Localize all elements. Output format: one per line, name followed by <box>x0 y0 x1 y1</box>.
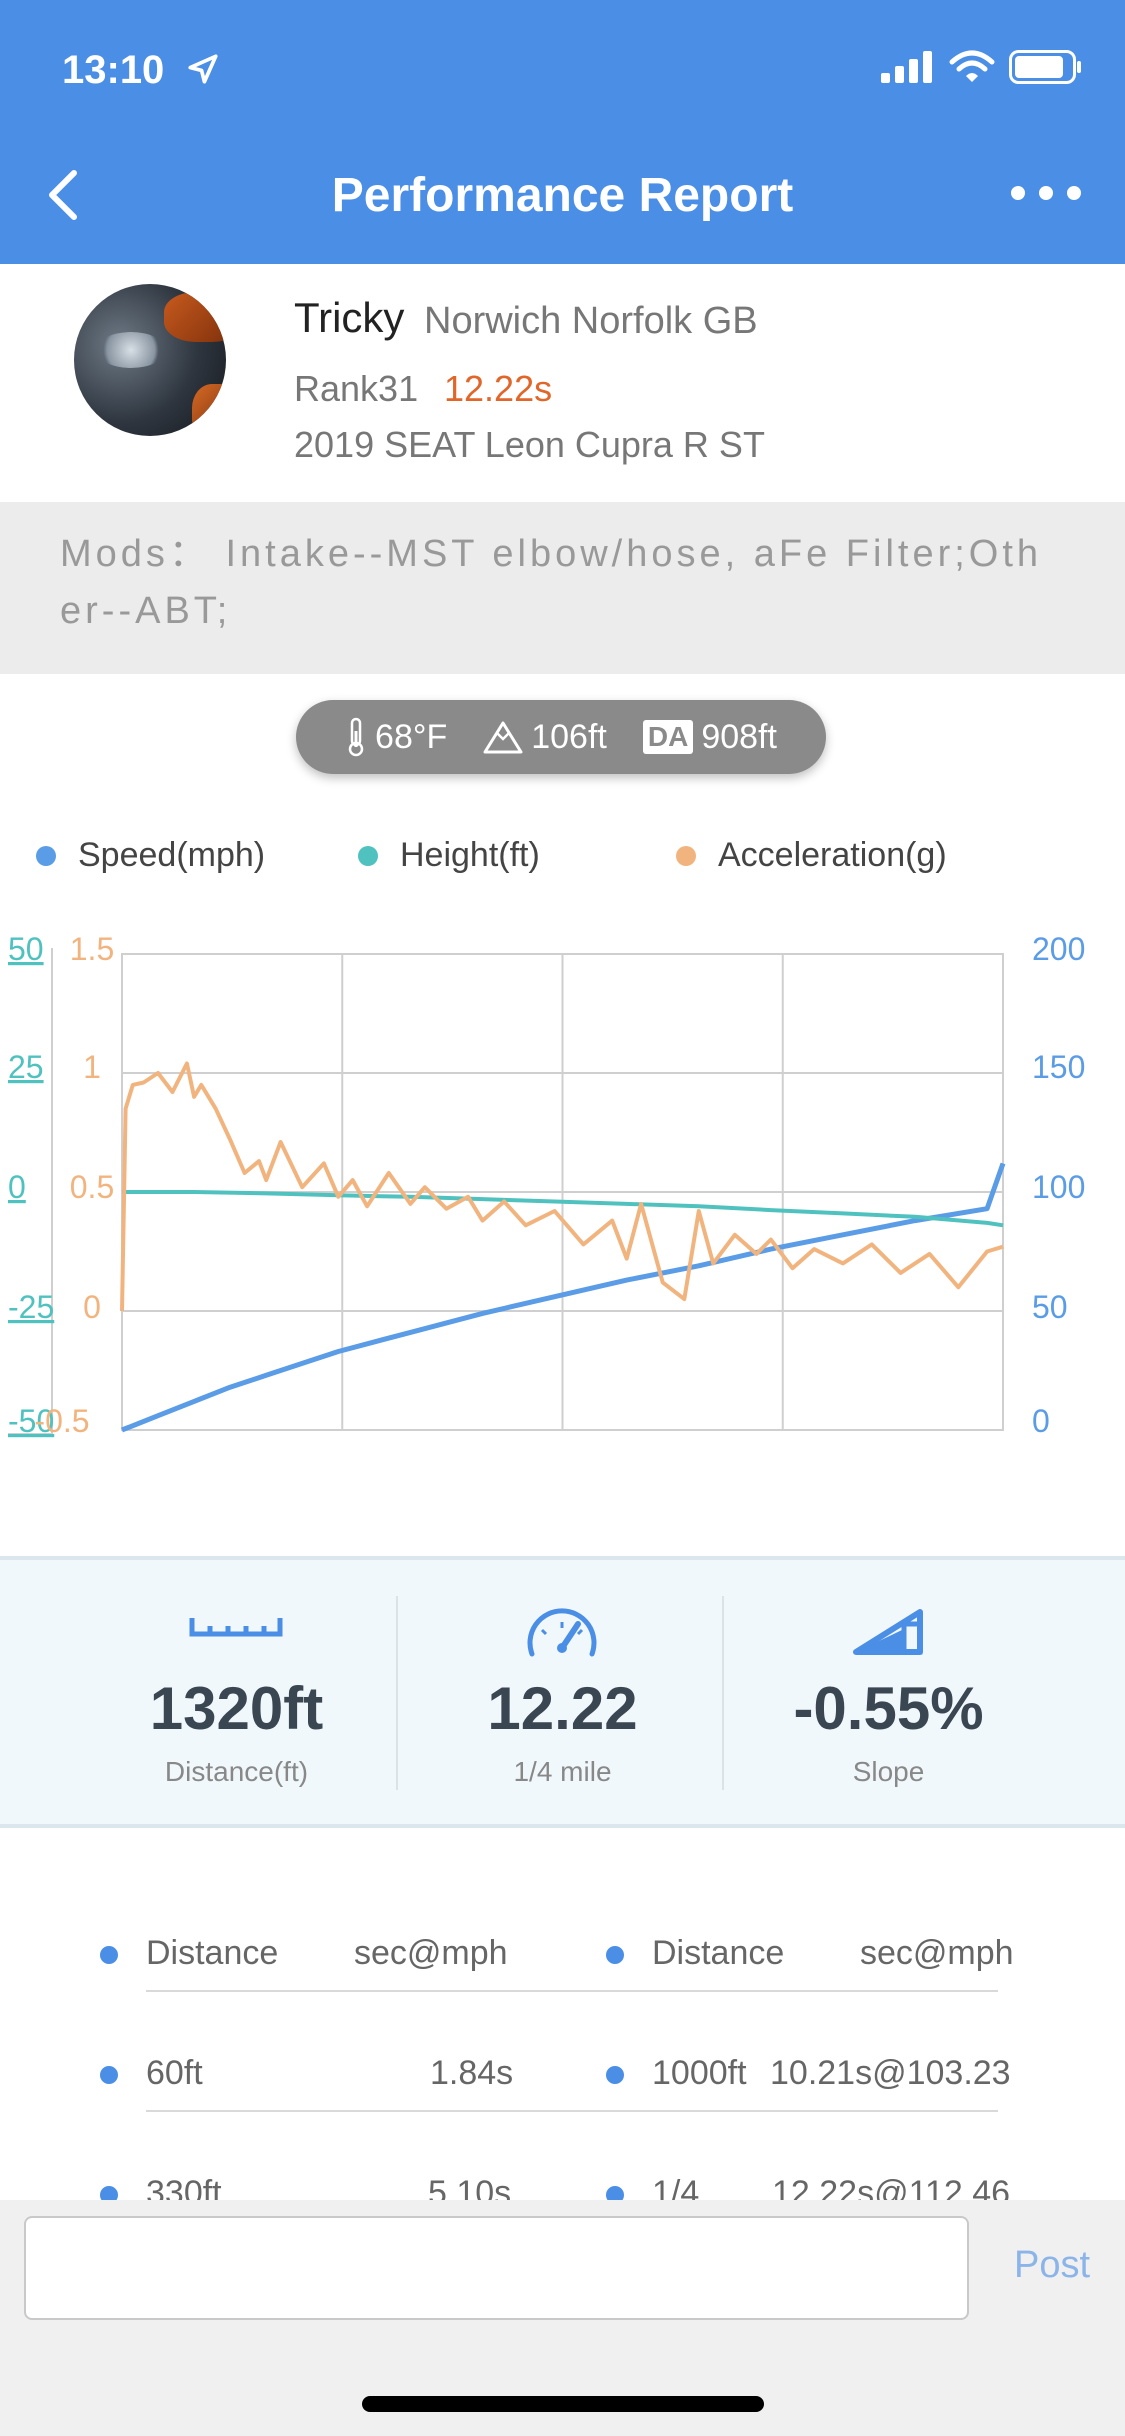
ruler-icon <box>189 1618 283 1637</box>
legend-label: Acceleration(g) <box>718 836 947 874</box>
legend-item-height[interactable]: Height(ft) <box>358 836 540 875</box>
wifi-icon <box>949 50 995 82</box>
table-header: Distance sec@mph Distance sec@mph <box>0 1924 1125 1984</box>
status-time: 13:10 <box>62 48 165 92</box>
axis-tick-label: 200 <box>1032 931 1085 967</box>
axis-tick-label: -25 <box>8 1289 54 1325</box>
user-rank: Rank31 <box>294 368 419 409</box>
post-button[interactable]: Post <box>1014 2244 1091 2286</box>
bullet-icon <box>606 1946 624 1964</box>
header-distance: Distance <box>652 1934 785 1972</box>
bullet-icon <box>606 2066 624 2084</box>
legend-label: Speed(mph) <box>78 836 266 874</box>
speed-line <box>121 1162 1006 1433</box>
split-distance: 60ft <box>146 2054 203 2092</box>
legend-dot <box>36 845 56 866</box>
splits-table: Distance sec@mph Distance sec@mph 60ft 1… <box>0 1828 1125 2200</box>
bullet-icon <box>100 2066 118 2084</box>
signal-icon <box>881 51 932 83</box>
split-distance: 330ft <box>146 2174 222 2200</box>
stat-slope: -0.55% Slope <box>726 1560 1051 1828</box>
chart-legend: Speed(mph) Height(ft) Acceleration(g) <box>0 836 1125 876</box>
avatar[interactable] <box>74 284 226 436</box>
more-options-button[interactable] <box>1011 186 1081 200</box>
stat-label: 1/4 mile <box>513 1756 612 1787</box>
comment-composer: Post <box>0 2200 1125 2436</box>
stat-label: Distance(ft) <box>164 1756 309 1787</box>
home-indicator[interactable] <box>362 2396 764 2412</box>
split-time: 10.21s@103.23 <box>770 2054 1011 2092</box>
axis-tick-label: 100 <box>1032 1169 1085 1205</box>
mods-text: Mods： Intake--MST elbow/hose, aFe Filter… <box>0 502 1125 674</box>
stat-distance: 1320ft Distance(ft) <box>74 1560 399 1828</box>
car-model: 2019 SEAT Leon Cupra R ST <box>294 424 765 465</box>
speedometer-icon <box>527 1608 597 1657</box>
battery-icon <box>1009 50 1081 84</box>
stats-panel: 1320ft Distance(ft) 12.22 1/4 mile -0.55… <box>0 1556 1125 1828</box>
altitude-value: 106ft <box>531 717 607 756</box>
stat-label: Slope <box>852 1756 925 1787</box>
slope-icon <box>853 1609 923 1655</box>
run-time: 12.22s <box>444 368 553 409</box>
split-distance: 1000ft <box>652 2054 747 2092</box>
split-time: 12.22s@112.46 <box>772 2174 1011 2200</box>
stat-quarter-mile: 12.22 1/4 mile <box>400 1560 725 1828</box>
axis-tick-label: 25 <box>8 1049 44 1085</box>
user-location: Norwich Norfolk GB <box>424 300 758 342</box>
legend-item-acceleration[interactable]: Acceleration(g) <box>676 836 947 875</box>
axis-tick-label: 0 <box>1032 1403 1050 1439</box>
dot-icon <box>1011 186 1025 200</box>
axis-tick-label: 0.5 <box>70 1169 114 1205</box>
stat-value: 1320ft <box>149 1675 324 1742</box>
axis-tick-label: 0 <box>83 1289 101 1325</box>
thermometer-icon <box>348 717 364 757</box>
header-sec-mph: sec@mph <box>354 1934 508 1972</box>
split-time: 1.84s <box>430 2054 514 2092</box>
back-button[interactable] <box>40 165 90 225</box>
comment-input[interactable] <box>24 2216 969 2320</box>
header-sec-mph: sec@mph <box>860 1934 1014 1972</box>
location-arrow-icon <box>188 54 218 84</box>
axis-tick-label: -50 <box>8 1403 54 1439</box>
bullet-icon <box>100 2186 118 2200</box>
mountain-icon <box>483 721 523 754</box>
weather-badge: 68°F 106ft DA 908ft <box>296 700 826 774</box>
dot-icon <box>1039 186 1053 200</box>
legend-item-speed[interactable]: Speed(mph) <box>36 836 265 875</box>
legend-dot <box>676 845 696 866</box>
user-name[interactable]: Tricky <box>294 294 405 341</box>
axis-tick-label: 50 <box>1032 1289 1068 1325</box>
split-distance: 1/4 <box>652 2174 700 2200</box>
axis-tick-label: 0 <box>8 1169 26 1205</box>
page-title: Performance Report <box>331 169 794 222</box>
density-altitude-badge: DA <box>642 720 694 754</box>
dot-icon <box>1067 186 1081 200</box>
legend-label: Height(ft) <box>400 836 540 874</box>
header-distance: Distance <box>146 1934 279 1972</box>
axis-tick-label: 50 <box>8 931 44 967</box>
legend-dot <box>358 845 378 866</box>
bullet-icon <box>100 1946 118 1964</box>
stat-value: 12.22 <box>487 1675 638 1742</box>
performance-chart: 200 150 100 50 0 50 25 0 -25 -50 1.5 1 0.5 0 -0.5 <box>8 931 1085 1439</box>
table-row: 60ft 1.84s 1000ft 10.21s@103.23 <box>0 2044 1125 2104</box>
table-row: 330ft 5.10s 1/4 12.22s@112.46 <box>0 2164 1125 2200</box>
status-icons <box>881 50 1083 84</box>
axis-tick-label: 1 <box>83 1049 101 1085</box>
height-line <box>122 1190 1004 1228</box>
split-time: 5.10s <box>428 2174 512 2200</box>
bullet-icon <box>606 2186 624 2200</box>
axis-tick-label: 1.5 <box>70 931 114 967</box>
axis-tick-label: -0.5 <box>34 1403 89 1439</box>
axis-tick-label: 150 <box>1032 1049 1085 1085</box>
stat-value: -0.55% <box>793 1675 984 1742</box>
acceleration-line <box>120 1061 1004 1312</box>
profile-card: Tricky Norwich Norfolk GB Rank31 12.22s … <box>0 264 1125 502</box>
temperature-value: 68°F <box>375 717 448 756</box>
density-altitude-value: 908ft <box>701 717 777 756</box>
top-bar: 13:10 Performance Report <box>0 0 1125 264</box>
